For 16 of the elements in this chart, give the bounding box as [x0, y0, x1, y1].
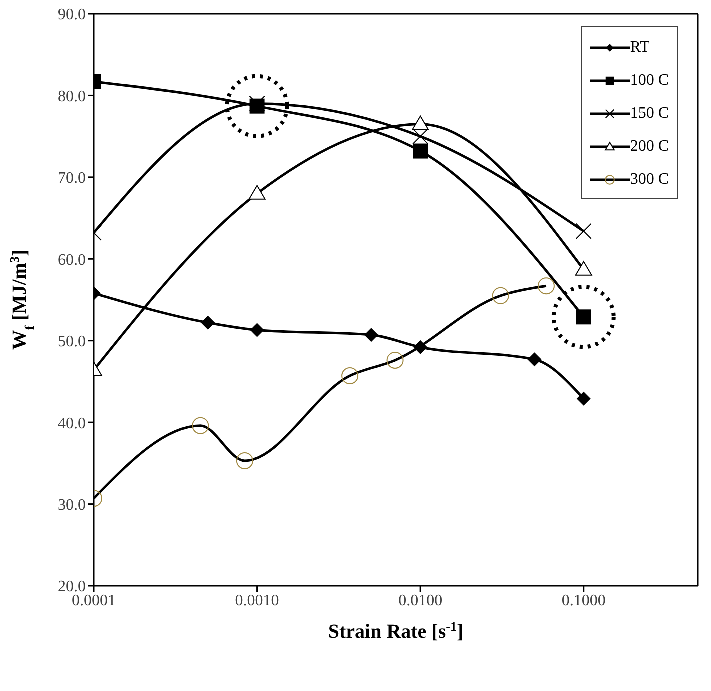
- y-tick-label: 80.0: [58, 88, 86, 106]
- legend-label: 300 C: [630, 170, 669, 188]
- legend-label: RT: [630, 38, 650, 56]
- y-tick-label: 50.0: [58, 334, 86, 351]
- x-tick-label: 0.1000: [562, 592, 606, 610]
- y-tick-label: 70.0: [58, 170, 86, 188]
- legend-label: 150 C: [630, 104, 669, 122]
- x-axis-title: Strain Rate [s$^{-1}$]: [328, 618, 464, 643]
- y-tick-label: 60.0: [58, 252, 86, 269]
- legend-label: 100 C: [630, 72, 669, 90]
- y-tick-label: 30.0: [58, 496, 86, 514]
- y-tick-label: 40.0: [58, 415, 86, 432]
- x-tick-label: 0.0010: [235, 592, 280, 610]
- legend-label: 200 C: [630, 138, 669, 156]
- y-tick-label: 90.0: [58, 6, 86, 24]
- x-tick-label: 0.0100: [398, 592, 443, 610]
